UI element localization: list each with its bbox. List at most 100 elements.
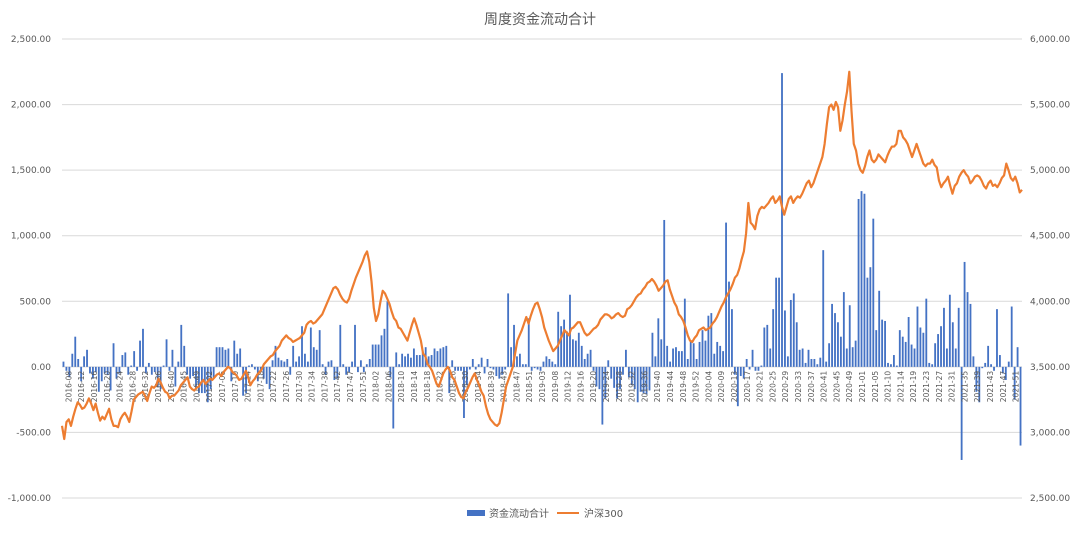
- bar: [521, 364, 524, 367]
- bar: [719, 345, 722, 367]
- bar-series: [62, 73, 1022, 460]
- bar: [545, 356, 548, 367]
- bar: [489, 366, 492, 369]
- bar: [583, 358, 586, 367]
- bar: [392, 366, 395, 429]
- left-tick-label: 2,500.00: [11, 35, 51, 45]
- bar: [454, 366, 457, 371]
- bar: [415, 355, 418, 367]
- bar: [212, 366, 215, 379]
- x-tick-label: 2021-31: [948, 371, 957, 403]
- bar: [62, 361, 65, 367]
- bar: [595, 366, 598, 387]
- bar: [321, 364, 324, 367]
- bar: [289, 366, 292, 375]
- bar: [786, 356, 789, 367]
- x-tick-label: 2017-30: [295, 371, 304, 403]
- bar: [286, 358, 289, 367]
- bar: [312, 347, 315, 367]
- bar: [100, 366, 103, 382]
- bar: [736, 366, 739, 407]
- bar: [248, 365, 250, 367]
- bar: [298, 356, 300, 367]
- x-tick-label: 2017-26: [282, 371, 291, 403]
- x-tick-label: 2021-23: [922, 371, 931, 403]
- bar: [669, 361, 672, 367]
- bar: [186, 366, 189, 375]
- x-tick-label: 2016-24: [116, 371, 125, 403]
- bar: [118, 366, 121, 374]
- bar: [963, 261, 966, 367]
- bar: [745, 358, 748, 367]
- bar: [380, 335, 383, 367]
- bar: [601, 366, 604, 425]
- bar: [203, 366, 206, 394]
- x-tick-label: 2019-32: [628, 371, 637, 403]
- bar: [301, 326, 303, 367]
- bar: [801, 348, 804, 367]
- bar: [480, 357, 483, 367]
- bar: [816, 364, 819, 367]
- bar: [1010, 306, 1013, 367]
- bar: [466, 366, 468, 386]
- bar: [106, 366, 109, 375]
- bar: [133, 351, 136, 367]
- bar: [996, 309, 998, 367]
- bar: [666, 345, 669, 367]
- bar: [548, 358, 551, 367]
- bar: [657, 318, 660, 367]
- x-tick-label: 2021-01: [858, 371, 867, 403]
- bar: [89, 366, 91, 374]
- bar: [972, 356, 975, 367]
- bar: [336, 366, 339, 379]
- bar: [183, 345, 186, 367]
- bar: [386, 301, 389, 367]
- bar: [451, 360, 454, 367]
- bar: [792, 293, 795, 367]
- bar: [156, 366, 159, 387]
- bar: [842, 292, 845, 367]
- bar: [404, 356, 406, 367]
- bar: [145, 366, 147, 374]
- bar: [663, 219, 666, 367]
- bar: [875, 330, 878, 367]
- bar: [180, 324, 183, 367]
- bar: [589, 349, 592, 367]
- x-tick-label: 2017-10: [231, 371, 240, 403]
- bar: [383, 328, 386, 367]
- x-tick-label: 2021-47: [999, 371, 1008, 403]
- bar: [1007, 361, 1010, 367]
- x-tick-label: 2020-29: [781, 371, 790, 403]
- legend-line-label: 沪深300: [584, 507, 623, 520]
- chart-title: 周度资金流动合计: [484, 12, 596, 28]
- bar: [109, 366, 112, 391]
- bar: [507, 293, 510, 367]
- bar: [171, 349, 174, 367]
- bar: [345, 366, 348, 375]
- bar: [77, 358, 80, 367]
- bar: [192, 366, 194, 377]
- bar: [574, 340, 577, 367]
- bar: [142, 328, 144, 367]
- bar: [728, 281, 730, 367]
- x-axis-labels: 2016-08 2016-12 2016-16 2016-20 2016-24 2016-…: [64, 371, 1020, 403]
- bar: [333, 366, 336, 380]
- bar: [198, 366, 200, 394]
- bar: [486, 358, 489, 367]
- bar: [766, 324, 769, 367]
- bar: [863, 193, 866, 367]
- bar: [627, 366, 630, 378]
- x-tick-label: 2018-39: [487, 371, 496, 403]
- line-series: [60, 70, 1023, 441]
- x-tick-label: 2017-02: [205, 371, 214, 403]
- bar: [901, 336, 904, 367]
- bar: [943, 307, 945, 367]
- bar: [890, 364, 892, 367]
- x-tick-label: 2016-20: [103, 371, 112, 403]
- bar: [103, 366, 106, 374]
- bar: [1004, 366, 1007, 380]
- x-tick-label: 2021-51: [1012, 371, 1021, 403]
- bar: [339, 324, 342, 367]
- bar: [607, 360, 610, 367]
- bar: [1013, 366, 1016, 400]
